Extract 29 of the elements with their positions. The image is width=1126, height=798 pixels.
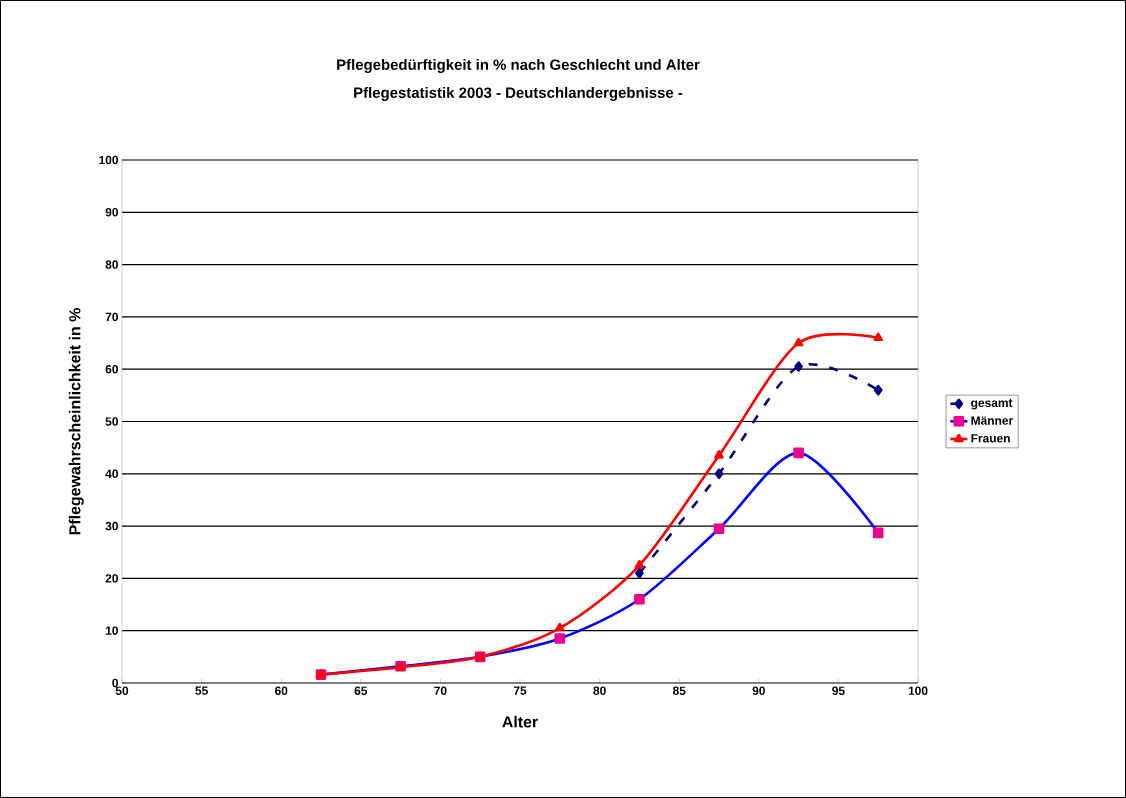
chart-title: Pflegebedürftigkeit in % nach Geschlecht und Alter: [337, 58, 700, 73]
y-tick-label: 90: [105, 208, 118, 217]
x-tick-label: 55: [195, 686, 208, 695]
x-tick-label: 65: [354, 686, 368, 695]
x-tick-label: 95: [832, 686, 845, 695]
x-tick-label: 80: [593, 686, 606, 695]
y-tick-label: 20: [105, 574, 118, 583]
legend-label: Frauen: [971, 434, 1010, 443]
x-axis-title: Alter: [502, 715, 538, 728]
chart-subtitle: Pflegestatistik 2003 - Deutschlandergebnisse -: [354, 86, 683, 101]
x-tick-label: 50: [115, 686, 129, 695]
x-tick-label: 85: [672, 686, 686, 695]
y-tick-label: 70: [105, 312, 118, 322]
legend-label: gesamt: [971, 399, 1013, 410]
y-tick-label: 10: [105, 626, 118, 635]
y-tick-label: 30: [105, 521, 118, 531]
x-tick-label: 90: [752, 686, 765, 695]
y-tick-label: 80: [105, 260, 118, 269]
y-axis-title: Pflegewahrscheinlichkeit in %: [68, 308, 84, 535]
y-tick-label: 100: [99, 155, 118, 165]
y-tick-label: 40: [105, 469, 118, 479]
y-tick-label: 60: [105, 364, 118, 374]
legend-label: Männer: [971, 416, 1013, 425]
y-tick-label: 0: [112, 678, 118, 688]
x-tick-label: 60: [275, 686, 288, 695]
x-tick-label: 100: [908, 686, 928, 695]
x-tick-label: 75: [513, 686, 527, 695]
y-tick-label: 50: [105, 417, 118, 426]
x-tick-label: 70: [434, 686, 447, 695]
